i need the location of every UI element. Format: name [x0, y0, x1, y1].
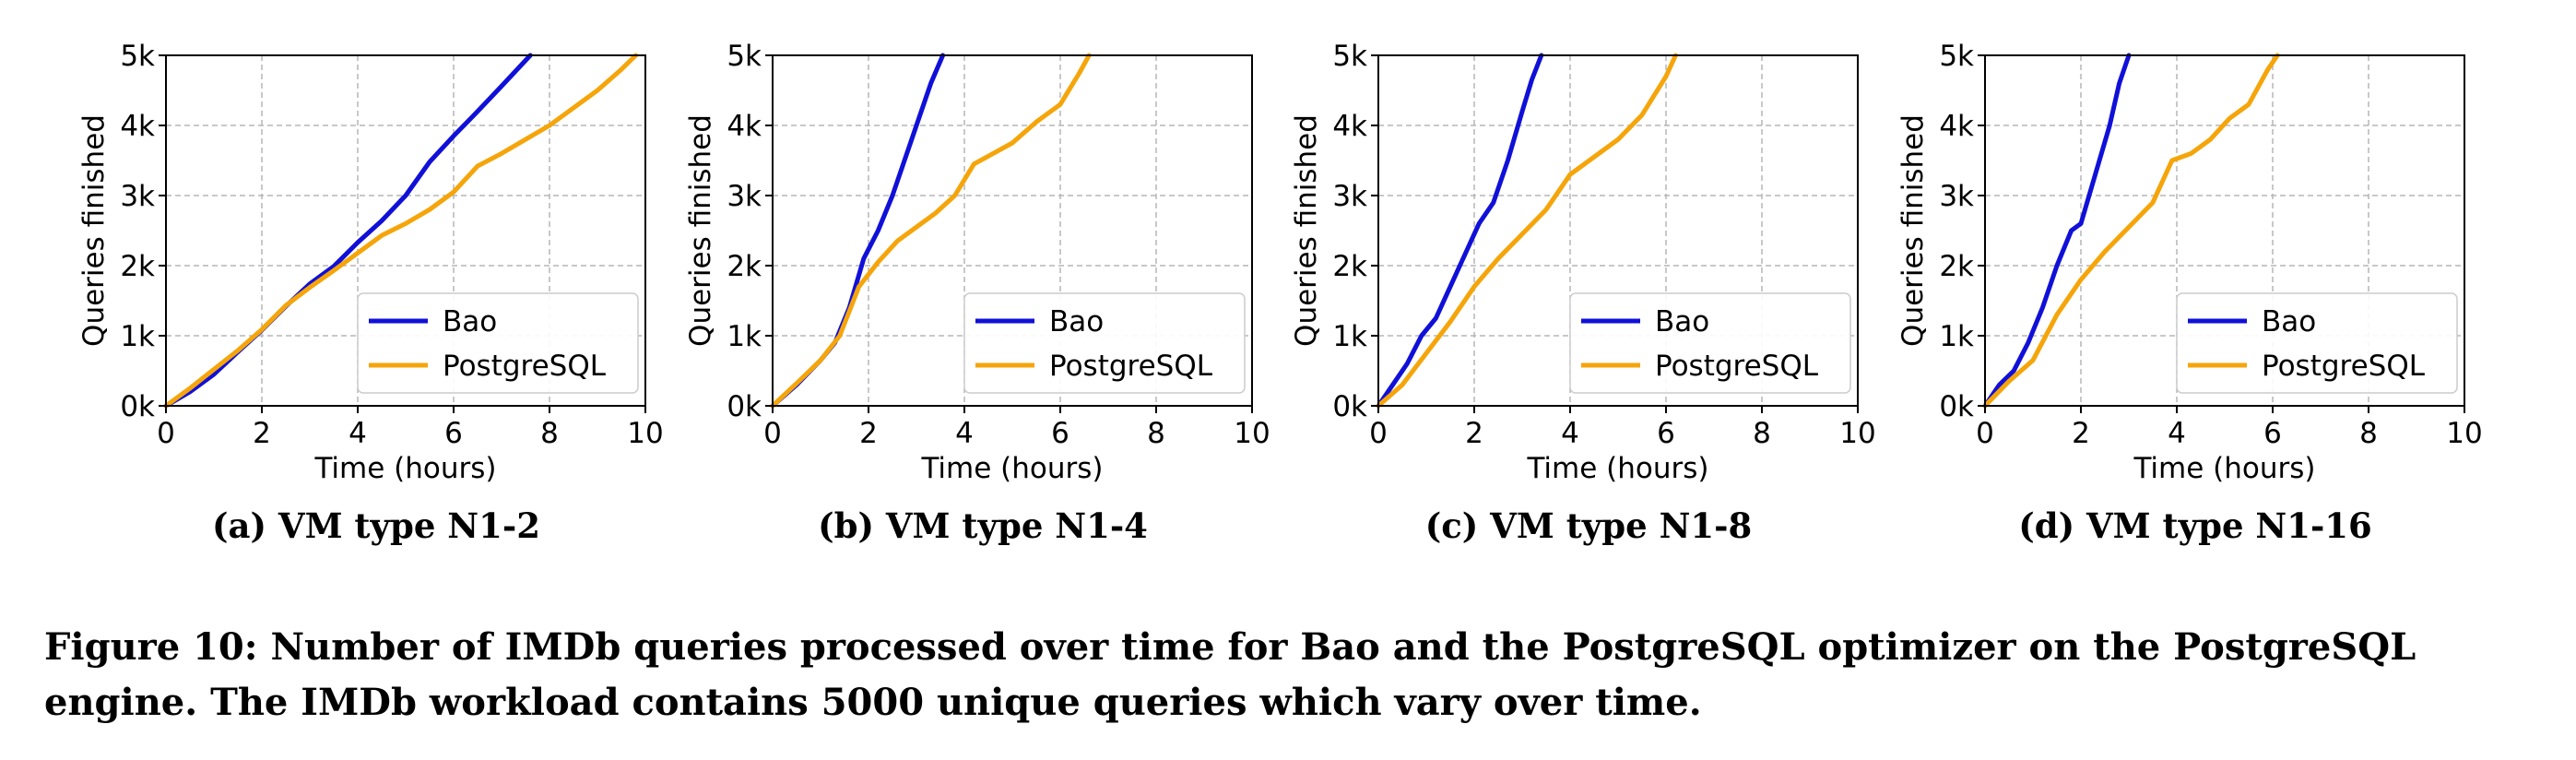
y-tick-label: 3k	[1332, 180, 1367, 213]
y-tick-label: 3k	[120, 180, 155, 213]
y-tick-label: 0k	[1939, 390, 1974, 423]
y-tick-label: 5k	[1939, 40, 1974, 73]
panel-caption-a: (a) VM type N1-2	[212, 505, 540, 546]
legend-label-postgresql: PostgreSQL	[1655, 350, 1819, 383]
panel-caption-c: (c) VM type N1-8	[1424, 505, 1753, 546]
y-axis-label: Queries finished	[1290, 114, 1323, 347]
x-tick-label: 6	[1657, 417, 1675, 450]
x-tick-label: 6	[1051, 417, 1069, 450]
y-tick-label: 1k	[1939, 320, 1974, 353]
x-tick-label: 0	[1369, 417, 1388, 450]
y-tick-label: 3k	[1939, 180, 1974, 213]
series-line-postgresql	[163, 53, 639, 409]
series-line-postgresql	[770, 53, 1092, 409]
x-tick-label: 2	[859, 417, 878, 450]
legend-label-bao: Bao	[2262, 305, 2316, 338]
chart-panel-4: 0 2 4 6 8 10 0k 1k 2k 3k 4k 5k Time (hours) Queries f…	[1897, 40, 2483, 485]
x-tick-label: 4	[349, 417, 367, 450]
y-axis-label: Queries finished	[684, 114, 717, 347]
x-tick-label: 6	[2263, 417, 2282, 450]
legend-label-postgresql: PostgreSQL	[1049, 350, 1213, 383]
legend-label-postgresql: PostgreSQL	[443, 350, 607, 383]
x-axis-label: Time (hours)	[1526, 452, 1708, 485]
y-tick-label: 1k	[727, 320, 762, 353]
y-tick-label: 3k	[727, 180, 762, 213]
y-tick-label: 5k	[727, 40, 762, 73]
x-axis-label: Time (hours)	[920, 452, 1103, 485]
y-tick-label: 2k	[1939, 250, 1974, 283]
chart-panel-1: 0 2 4 6 8 10 0k 1k 2k 3k 4k 5k Time (hours) Queries f…	[77, 40, 664, 485]
x-tick-label: 2	[253, 417, 271, 450]
figure-caption: Figure 10: Number of IMDb queries proces…	[44, 625, 2416, 724]
y-tick-label: 4k	[727, 110, 762, 143]
x-tick-label: 6	[444, 417, 463, 450]
x-tick-label: 8	[1753, 417, 1771, 450]
series-line-bao	[1376, 53, 1544, 409]
y-axis-label: Queries finished	[77, 114, 111, 347]
y-tick-label: 1k	[120, 320, 155, 353]
series-line-bao	[770, 53, 946, 409]
plot-frame	[1377, 54, 1859, 407]
x-tick-label: 8	[1147, 417, 1165, 450]
y-tick-label: 5k	[1332, 40, 1367, 73]
panel-caption-d: (d) VM type N1-16	[2018, 505, 2372, 546]
x-tick-label: 4	[2168, 417, 2186, 450]
x-tick-label: 10	[1839, 417, 1875, 450]
plots-canvas: 0 2 4 6 8 10 0k 1k 2k 3k 4k 5k Time (hours) Queries f…	[77, 40, 2483, 485]
x-tick-label: 2	[1465, 417, 1483, 450]
x-tick-label: 8	[540, 417, 559, 450]
legend-box	[2176, 292, 2458, 394]
chart-panel-3: 0 2 4 6 8 10 0k 1k 2k 3k 4k 5k Time (hours) Queries f…	[1290, 40, 1876, 485]
y-tick-label: 4k	[120, 110, 155, 143]
y-tick-label: 0k	[120, 390, 155, 423]
plot-frame	[165, 54, 646, 407]
chart-panel-2: 0 2 4 6 8 10 0k 1k 2k 3k 4k 5k Time (hours) Queries f…	[684, 40, 1270, 485]
panel-caption-b: (b) VM type N1-4	[818, 505, 1148, 546]
x-tick-label: 0	[763, 417, 782, 450]
plot-frame	[1984, 54, 2465, 407]
x-axis-label: Time (hours)	[313, 452, 496, 485]
legend-box	[1569, 292, 1851, 394]
series-line-bao	[163, 53, 533, 409]
legend-label-postgresql: PostgreSQL	[2262, 350, 2426, 383]
x-axis-label: Time (hours)	[2133, 452, 2315, 485]
x-tick-label: 0	[157, 417, 175, 450]
legend-label-bao: Bao	[443, 305, 497, 338]
y-tick-label: 2k	[727, 250, 762, 283]
x-tick-label: 4	[1561, 417, 1579, 450]
legend-box	[357, 292, 639, 394]
y-tick-label: 2k	[1332, 250, 1367, 283]
legend-label-bao: Bao	[1049, 305, 1104, 338]
y-tick-label: 5k	[120, 40, 155, 73]
y-tick-label: 0k	[727, 390, 762, 423]
x-tick-label: 8	[2359, 417, 2378, 450]
y-tick-label: 2k	[120, 250, 155, 283]
y-tick-label: 4k	[1332, 110, 1367, 143]
plot-frame	[772, 54, 1253, 407]
y-tick-label: 4k	[1939, 110, 1974, 143]
legend-box	[963, 292, 1246, 394]
legend-label-bao: Bao	[1655, 305, 1709, 338]
x-tick-label: 10	[627, 417, 663, 450]
series-line-postgresql	[1376, 53, 1678, 409]
y-tick-label: 0k	[1332, 390, 1367, 423]
x-tick-label: 10	[1234, 417, 1270, 450]
x-tick-label: 4	[955, 417, 974, 450]
y-tick-label: 1k	[1332, 320, 1367, 353]
x-tick-label: 0	[1976, 417, 1994, 450]
y-axis-label: Queries finished	[1897, 114, 1930, 347]
x-tick-label: 10	[2446, 417, 2482, 450]
series-line-postgresql	[1982, 53, 2280, 409]
x-tick-label: 2	[2072, 417, 2090, 450]
series-line-bao	[1982, 53, 2132, 409]
